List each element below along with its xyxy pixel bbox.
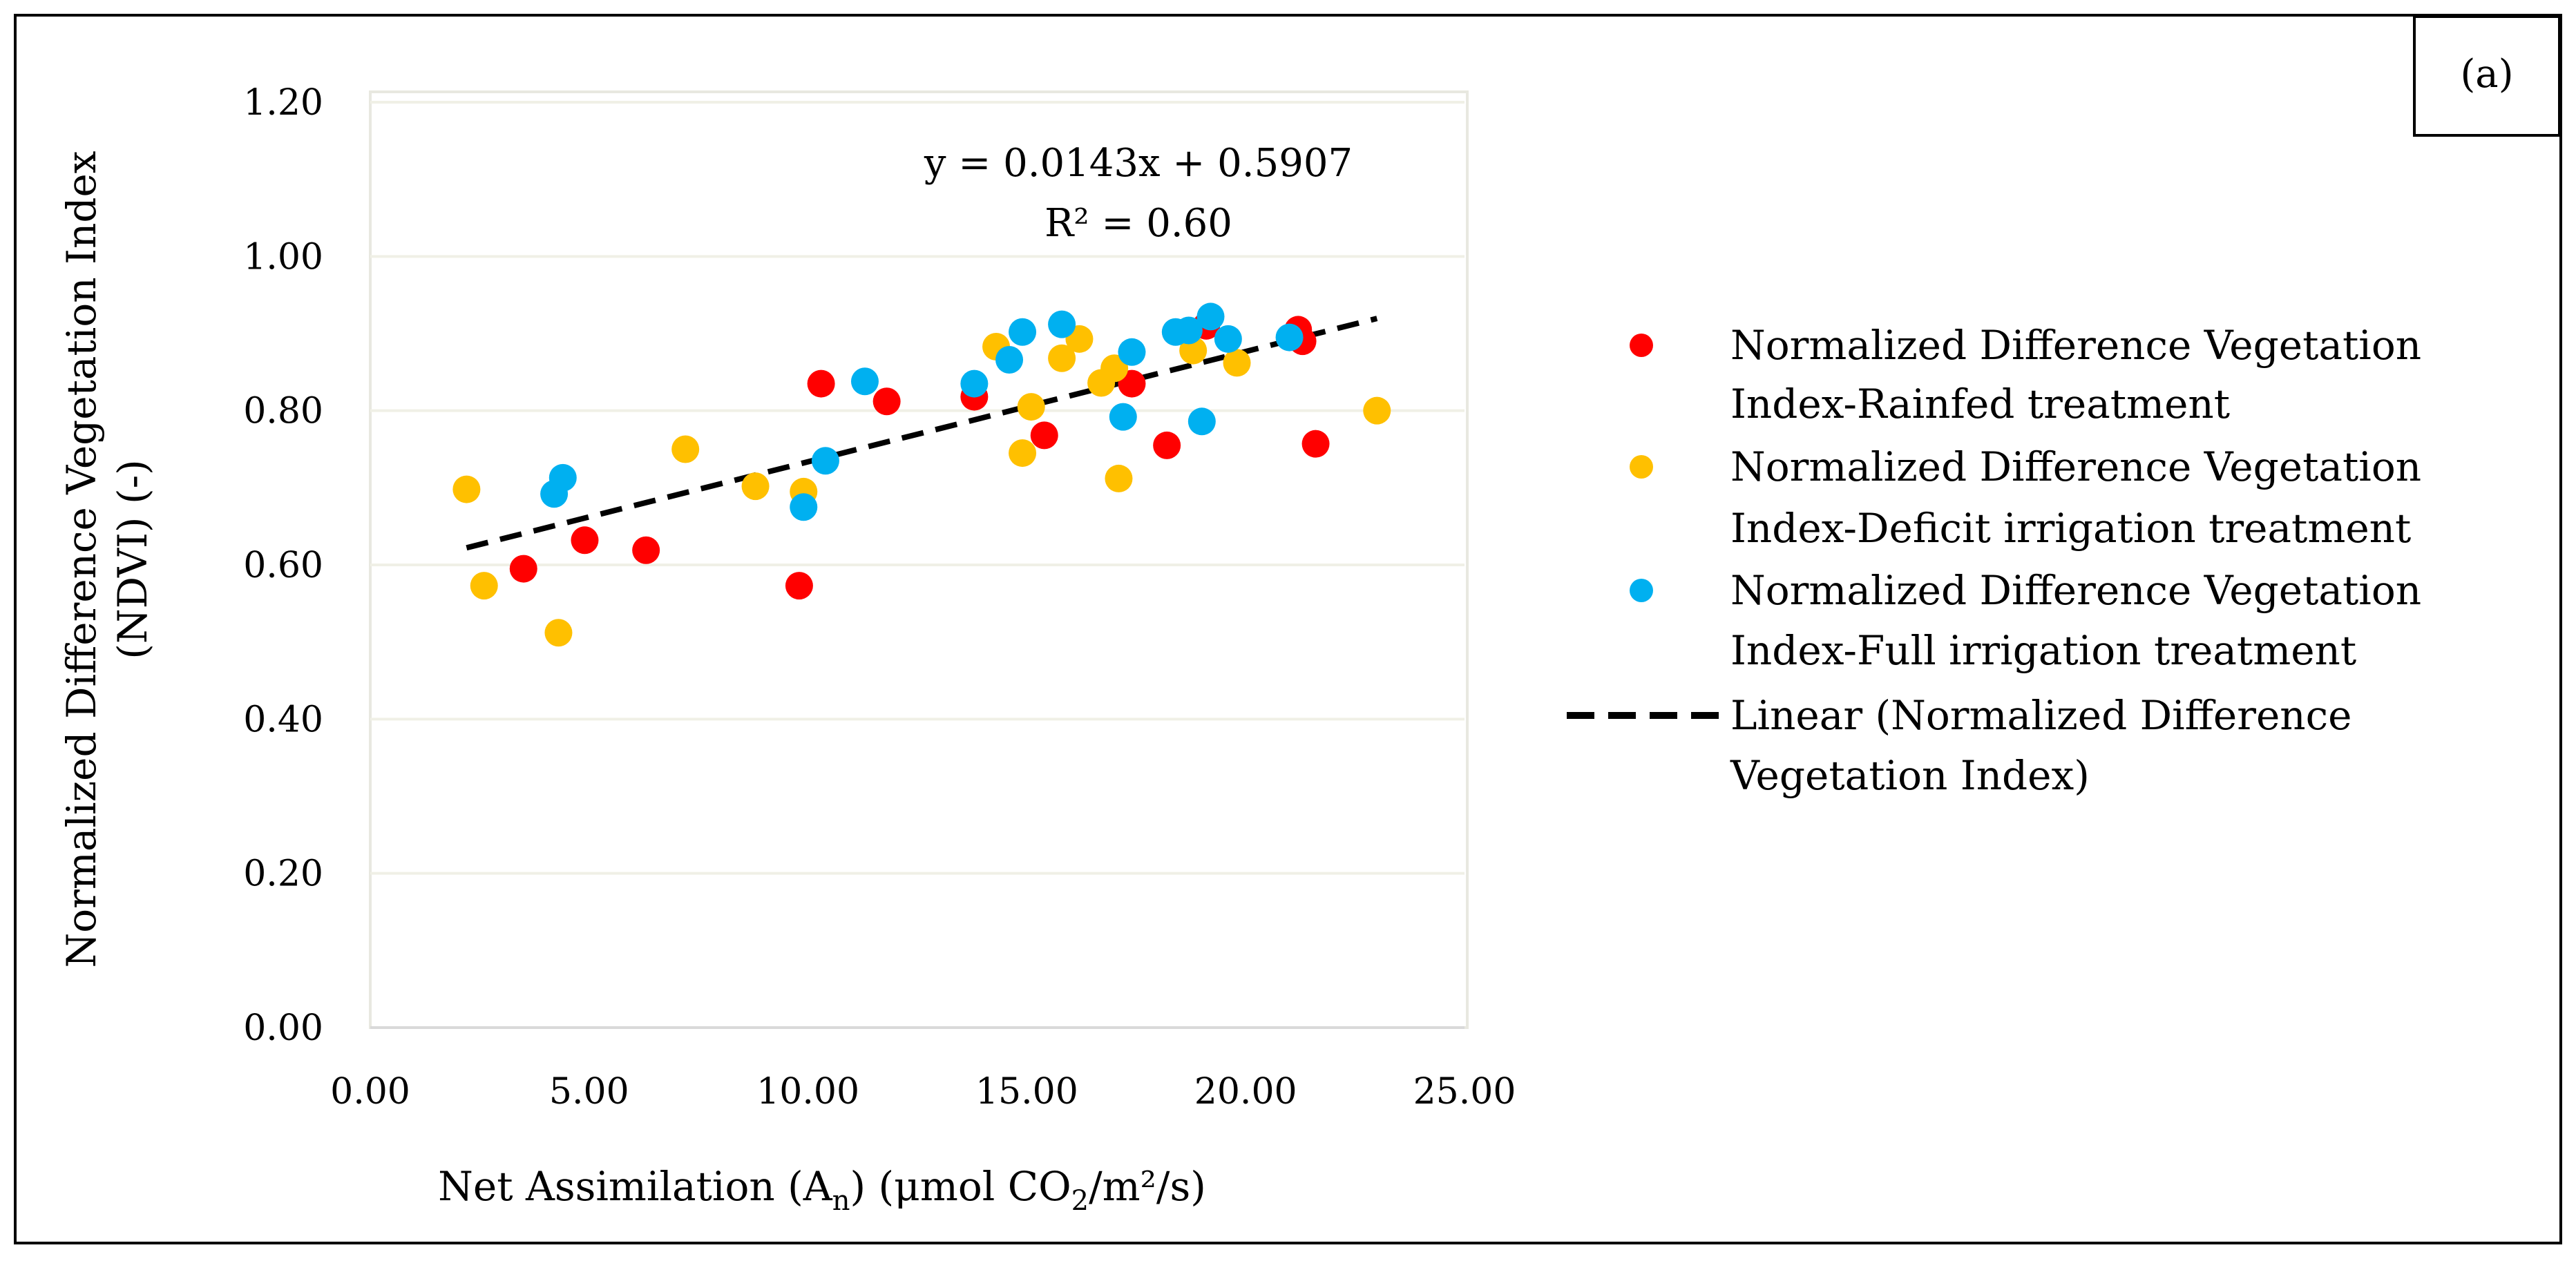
x-tick-label: 20.00: [1194, 1071, 1297, 1113]
panel-label-box: (a): [2413, 15, 2561, 137]
point-rainfed: [1301, 430, 1330, 458]
axes: 0.00 0.20 0.40 0.60 0.80 1.00 1.20 0.00 5.00 10.0…: [243, 82, 1516, 1113]
legend-marker-rainfed: [1630, 334, 1653, 357]
x-axis-title-sub-2: 2: [1071, 1185, 1089, 1217]
legend-label-deficit-line-1: Normalized Difference Vegetation: [1730, 443, 2421, 490]
legend-marker-deficit: [1630, 455, 1653, 479]
point-full: [995, 345, 1024, 374]
point-full: [960, 369, 989, 398]
point-deficit: [671, 435, 700, 463]
legend-label-full-line-2: Index-Full irrigation treatment: [1730, 627, 2356, 674]
point-full: [1109, 403, 1137, 431]
point-deficit: [452, 475, 481, 503]
equation-annotation: y = 0.0143x + 0.5907 R² = 0.60: [924, 141, 1353, 246]
point-full: [811, 447, 839, 475]
y-axis-title: Normalized Difference Vegetation Index (…: [58, 151, 156, 968]
trendline-layer: [466, 316, 1378, 551]
x-tick-label: 10.00: [756, 1071, 859, 1113]
x-axis-title-middle: ) (μmol CO: [850, 1163, 1071, 1210]
y-tick-label: 0.00: [243, 1008, 323, 1049]
point-rainfed: [509, 555, 537, 583]
x-tick-label: 25.00: [1413, 1071, 1516, 1113]
point-full: [1048, 310, 1076, 338]
point-deficit: [741, 472, 770, 501]
point-deficit: [544, 619, 573, 647]
trendline: [466, 316, 1378, 551]
y-axis-title-line-1: Normalized Difference Vegetation Index: [58, 151, 105, 968]
point-rainfed: [1153, 431, 1181, 459]
y-tick-label: 1.00: [243, 236, 323, 278]
y-tick-label: 0.20: [243, 854, 323, 895]
point-deficit: [1105, 464, 1133, 492]
legend-label-rainfed-line-1: Normalized Difference Vegetation: [1730, 322, 2421, 369]
point-deficit: [1363, 396, 1391, 425]
point-full: [1187, 407, 1216, 436]
x-tick-label: 15.00: [975, 1071, 1078, 1113]
point-deficit: [1223, 349, 1251, 377]
x-axis-title: Net Assimilation (An) (μmol CO2/m²/s): [438, 1163, 1206, 1217]
y-tick-label: 0.60: [243, 545, 323, 586]
point-deficit: [1017, 393, 1045, 421]
legend-label-deficit-line-2: Index-Deficit irrigation treatment: [1730, 505, 2411, 552]
x-tick-label: 0.00: [330, 1071, 410, 1113]
legend-label-rainfed-line-2: Index-Rainfed treatment: [1730, 381, 2230, 427]
legend-label-linear-line-2: Vegetation Index): [1730, 752, 2090, 799]
y-axis-title-line-2: (NDVI) (-): [109, 459, 156, 660]
panel-label: (a): [2460, 52, 2513, 97]
trend-r-squared: R² = 0.60: [1044, 201, 1232, 246]
y-tick-label: 0.40: [243, 699, 323, 740]
x-axis-title-prefix: Net Assimilation (A: [438, 1163, 833, 1210]
x-axis-title-sub-n: n: [832, 1185, 850, 1217]
point-deficit: [1009, 439, 1037, 468]
trend-equation: y = 0.0143x + 0.5907: [924, 141, 1353, 186]
point-rainfed: [632, 536, 660, 564]
y-tick-label: 1.20: [243, 82, 323, 124]
point-full: [1196, 302, 1225, 331]
x-tick-label: 5.00: [549, 1071, 629, 1113]
point-rainfed: [1030, 421, 1058, 450]
point-deficit: [1100, 354, 1129, 383]
y-tick-label: 0.80: [243, 391, 323, 432]
point-full: [548, 463, 577, 492]
point-full: [790, 493, 818, 521]
point-rainfed: [571, 526, 599, 555]
point-full: [1214, 325, 1242, 353]
legend-marker-full: [1630, 579, 1653, 602]
point-deficit: [470, 572, 498, 600]
legend-label-linear-line-1: Linear (Normalized Difference: [1730, 692, 2351, 739]
x-axis-title-suffix: /m²/s): [1089, 1163, 1206, 1210]
data-points: [452, 302, 1391, 647]
point-rainfed: [872, 387, 901, 416]
point-rainfed: [785, 572, 813, 600]
panel-label-frame: [2413, 15, 2561, 137]
point-full: [1174, 316, 1203, 345]
legend-label-full-line-1: Normalized Difference Vegetation: [1730, 567, 2421, 614]
point-full: [850, 367, 879, 396]
point-rainfed: [807, 369, 835, 398]
point-deficit: [1048, 344, 1076, 372]
legend: Normalized Difference Vegetation Index-R…: [1567, 322, 2421, 799]
point-full: [1118, 338, 1146, 366]
point-full: [1009, 318, 1037, 346]
point-full: [1275, 323, 1304, 352]
plot-area-frame: [369, 90, 1469, 1029]
gridlines: [370, 101, 1464, 875]
